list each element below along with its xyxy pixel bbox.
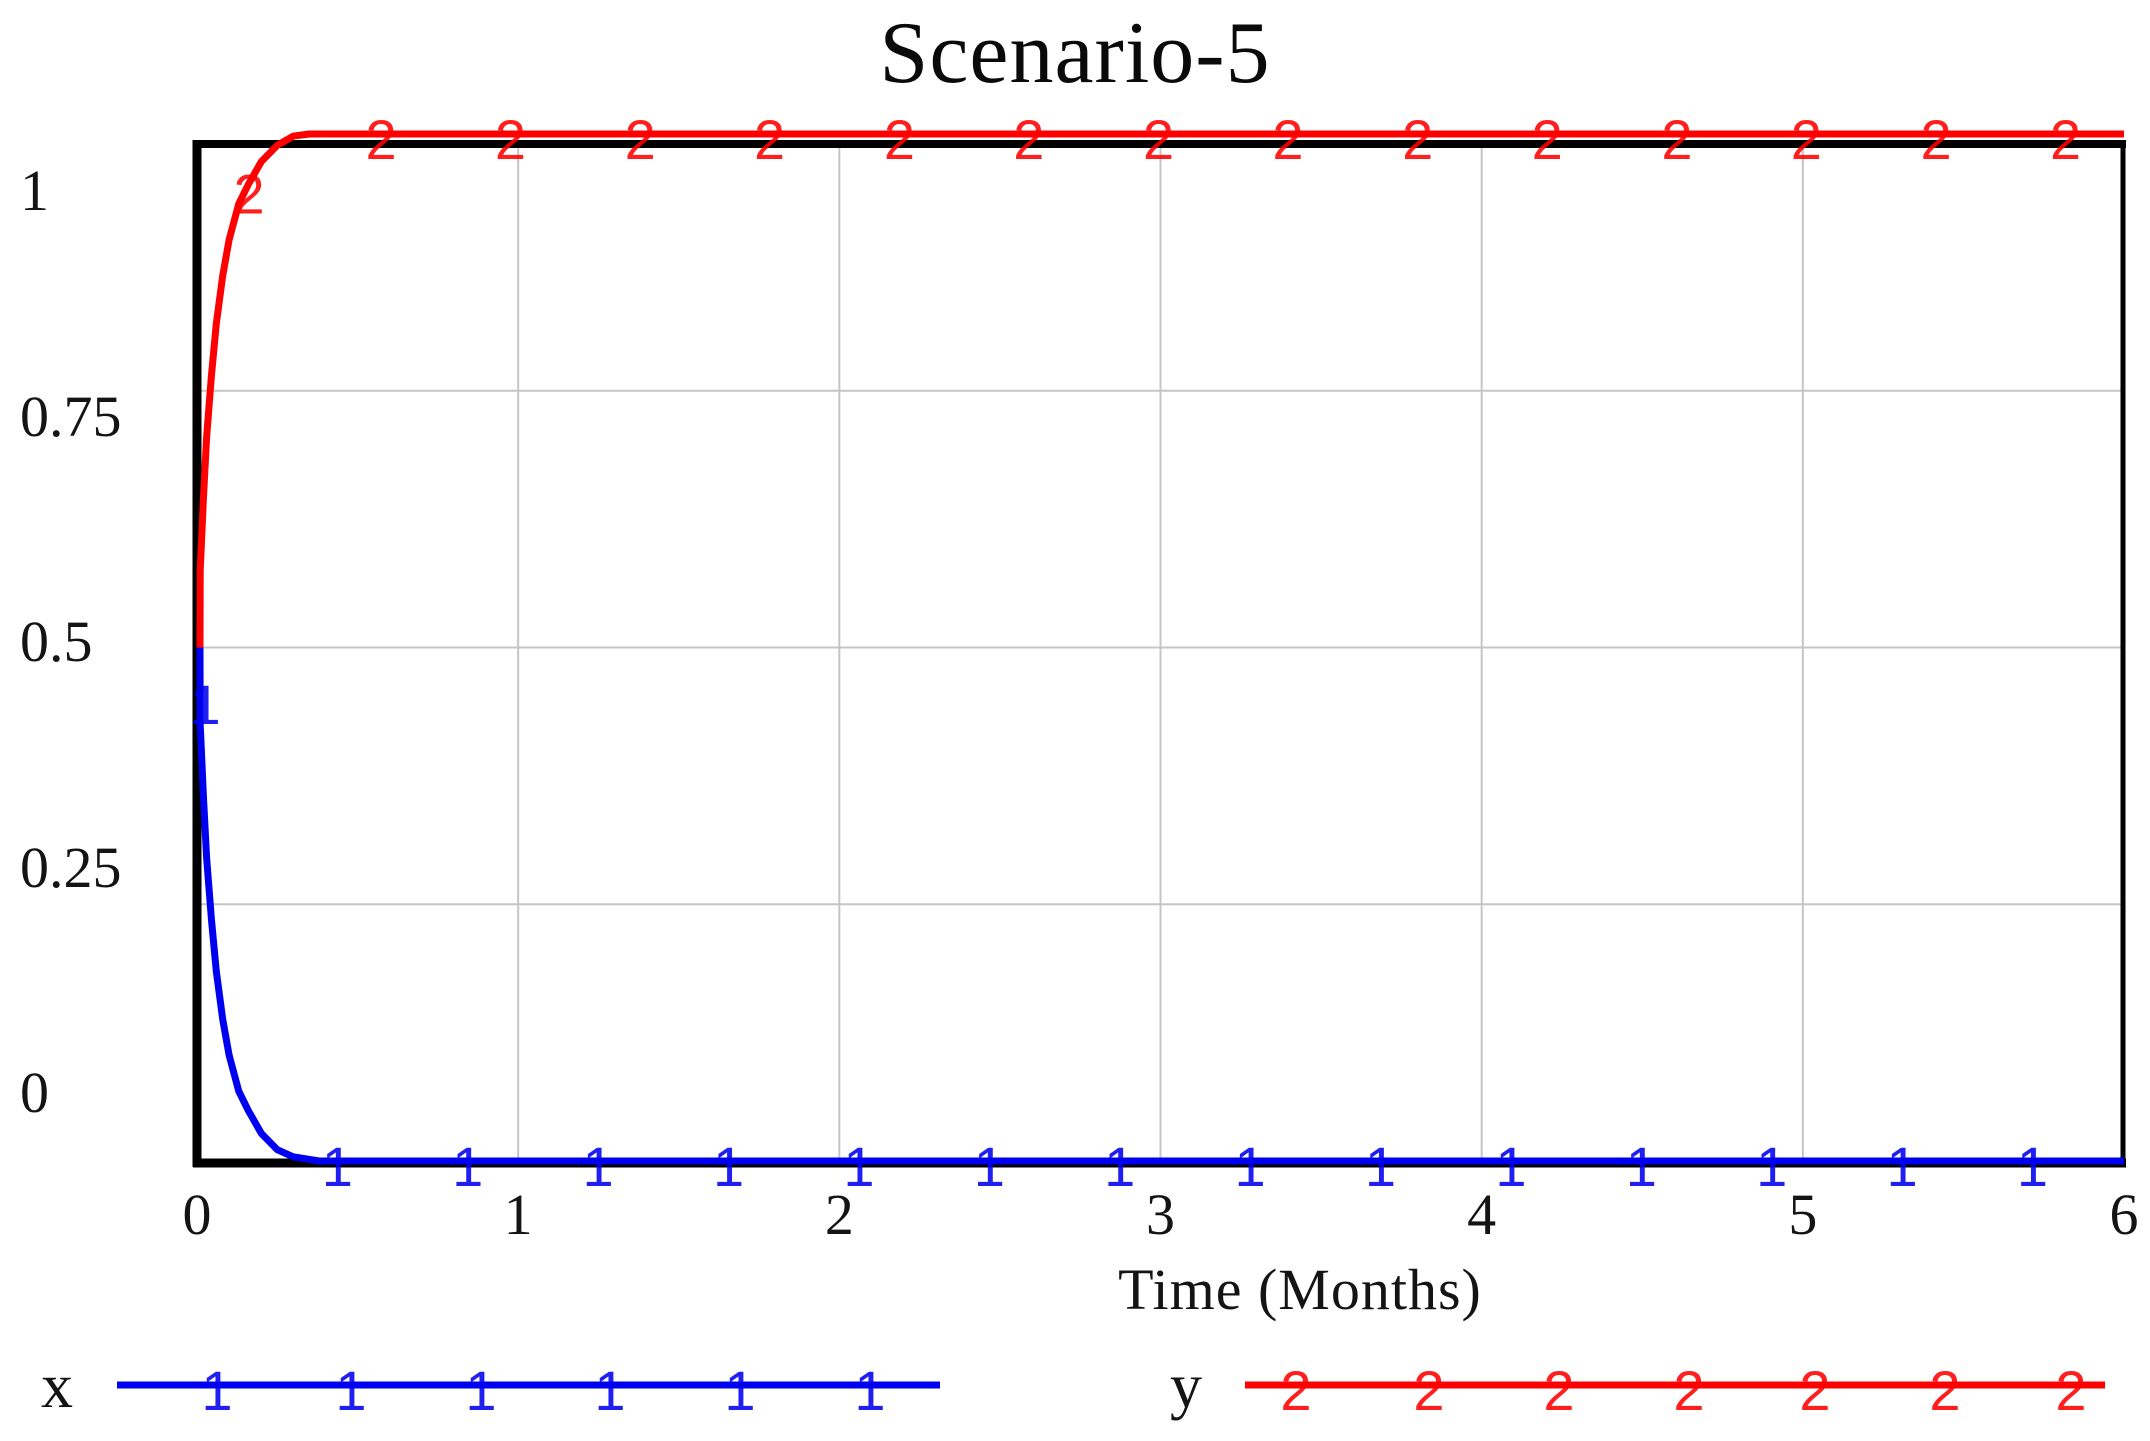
y-tick-label: 0.5 [20,609,93,674]
series-marker-y: 2 [233,162,264,225]
series-marker-y: 2 [1143,108,1174,171]
legend-marker-y: 2 [1280,1359,1311,1422]
y-tick-label: 0.25 [20,834,122,900]
series-marker-x: 1 [2017,1135,2048,1198]
legend-marker-y: 2 [1673,1359,1704,1422]
legend-label-x: x [41,1350,73,1421]
series-marker-x: 1 [1365,1135,1396,1198]
x-tick-label: 2 [824,1182,854,1247]
series-marker-y: 2 [1791,108,1822,171]
series-line-y [196,130,2124,648]
series-marker-y: 2 [365,108,396,171]
legend-marker-x: 1 [335,1359,366,1422]
x-tick-label: 6 [2109,1182,2139,1247]
series-marker-y: 2 [495,108,526,171]
series-marker-y: 2 [2050,108,2081,171]
legend-marker-x: 1 [724,1359,755,1422]
legend-marker-y: 2 [2055,1359,2086,1422]
series-marker-x: 1 [1626,1135,1657,1198]
legend-marker-y: 2 [1799,1359,1830,1422]
x-tick-label: 1 [503,1182,533,1247]
series-marker-y: 2 [1272,108,1303,171]
series-marker-x: 1 [974,1135,1005,1198]
series-marker-y: 2 [1921,108,1952,171]
series-marker-y: 2 [1013,108,1044,171]
series-marker-y: 2 [1661,108,1692,171]
legend-marker-y: 2 [1413,1359,1444,1422]
series-marker-x: 1 [713,1135,744,1198]
legend-marker-x: 1 [465,1359,496,1422]
series-marker-x: 1 [322,1135,353,1198]
series-marker-x: 1 [583,1135,614,1198]
x-tick-label: 5 [1788,1182,1818,1247]
series-line-x [196,647,2124,1165]
legend-marker-x: 1 [594,1359,625,1422]
x-tick-label: 3 [1146,1182,1175,1247]
x-tick-label: 4 [1467,1182,1497,1247]
series-marker-x: 1 [1886,1135,1917,1198]
series-marker-y: 2 [625,108,656,171]
legend-marker-x: 1 [201,1359,232,1422]
legend-marker-y: 2 [1543,1359,1574,1422]
series-marker-x: 1 [189,673,220,736]
y-tick-label: 0.75 [20,383,122,449]
series-marker-x: 1 [1104,1135,1135,1198]
series-marker-x: 1 [843,1135,874,1198]
series-marker-y: 2 [1532,108,1563,171]
x-axis-title: Time (Months) [1118,1257,1482,1322]
series-marker-y: 2 [754,108,785,171]
y-tick-label: 1 [20,158,49,223]
legend-marker-y: 2 [1929,1359,1960,1422]
series-marker-y: 2 [1402,108,1433,171]
series-marker-x: 1 [1235,1135,1266,1198]
legend-marker-x: 1 [854,1359,885,1422]
series-marker-y: 2 [884,108,915,171]
legend-label-y: y [1170,1350,1202,1421]
chart-title: Scenario-5 [879,5,1271,102]
series-marker-x: 1 [452,1135,483,1198]
series-marker-x: 1 [1495,1135,1526,1198]
x-tick-label: 0 [182,1182,212,1247]
y-tick-label: 0 [20,1060,49,1125]
series-marker-x: 1 [1756,1135,1787,1198]
